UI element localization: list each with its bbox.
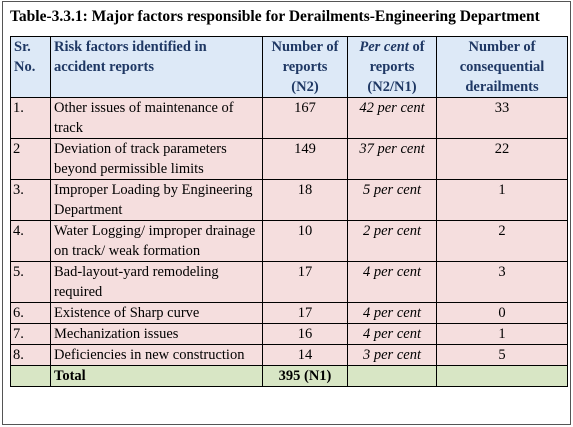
table-row: 1. Other issues of maintenance of track … <box>10 97 568 139</box>
row-per-cent: 4 per cent <box>347 323 437 345</box>
total-derailments-empty <box>436 365 568 387</box>
row-sr-no: 7. <box>10 323 51 345</box>
row-risk-factor: Bad-layout-yard remodeling required <box>50 261 263 303</box>
total-sr-empty <box>10 365 51 387</box>
row-per-cent: 4 per cent <box>347 261 437 303</box>
row-number-of-reports: 14 <box>262 344 348 366</box>
row-per-cent: 2 per cent <box>347 220 437 262</box>
header-cons-line3: derailments <box>465 79 539 95</box>
table-row: 8. Deficiencies in new construction 14 3… <box>10 344 568 366</box>
row-derailments: 33 <box>436 97 568 139</box>
row-per-cent: 42 per cent <box>347 97 437 139</box>
row-sr-no: 2 <box>10 138 51 180</box>
header-pct-line2: reports <box>369 59 415 75</box>
row-risk-factor: Improper Loading by Engineering Departme… <box>50 179 263 221</box>
header-per-cent-of-reports: Per cent of reports (N2/N1) <box>347 36 437 98</box>
header-pct-rest: of <box>408 39 425 55</box>
header-num-line2: reports <box>282 59 328 75</box>
header-risk-line2: accident reports <box>54 59 154 75</box>
header-consequential-derailments: Number of consequential derailments <box>436 36 568 98</box>
row-number-of-reports: 18 <box>262 179 348 221</box>
header-row: Sr. No. Risk factors identified in accid… <box>10 36 568 98</box>
row-per-cent: 5 per cent <box>347 179 437 221</box>
header-cons-line1: Number of <box>468 39 536 55</box>
row-sr-no: 4. <box>10 220 51 262</box>
row-derailments: 0 <box>436 302 568 324</box>
row-risk-factor: Other issues of maintenance of track <box>50 97 263 139</box>
header-num-line1: Number of <box>271 39 339 55</box>
row-risk-factor: Deficiencies in new construction <box>50 344 263 366</box>
row-per-cent: 37 per cent <box>347 138 437 180</box>
total-label: Total <box>50 365 263 387</box>
header-sr-no: Sr. No. <box>10 36 51 98</box>
row-number-of-reports: 17 <box>262 261 348 303</box>
row-derailments: 1 <box>436 179 568 221</box>
table-title: Table-3.3.1: Major factors responsible f… <box>10 8 540 25</box>
total-row: Total 395 (N1) <box>10 365 568 387</box>
row-derailments: 2 <box>436 220 568 262</box>
header-sr-line2: No. <box>14 59 36 75</box>
header-risk-line1: Risk factors identified in <box>54 39 207 55</box>
row-risk-factor: Existence of Sharp curve <box>50 302 263 324</box>
row-derailments: 3 <box>436 261 568 303</box>
header-pct-line3: (N2/N1) <box>367 79 417 95</box>
table-row: 5. Bad-layout-yard remodeling required 1… <box>10 261 568 303</box>
row-derailments: 5 <box>436 344 568 366</box>
header-number-of-reports: Number of reports (N2) <box>262 36 348 98</box>
row-risk-factor: Deviation of track parameters beyond per… <box>50 138 263 180</box>
row-number-of-reports: 10 <box>262 220 348 262</box>
row-derailments: 1 <box>436 323 568 345</box>
table-row: 2 Deviation of track parameters beyond p… <box>10 138 568 180</box>
header-cons-line2: consequential <box>459 59 545 75</box>
header-sr-line1: Sr. <box>14 39 31 55</box>
row-sr-no: 8. <box>10 344 51 366</box>
derailment-factors-table: Sr. No. Risk factors identified in accid… <box>10 36 568 387</box>
row-number-of-reports: 167 <box>262 97 348 139</box>
table-row: 6. Existence of Sharp curve 17 4 per cen… <box>10 302 568 324</box>
row-derailments: 22 <box>436 138 568 180</box>
table-row: 3. Improper Loading by Engineering Depar… <box>10 179 568 221</box>
total-per-cent-empty <box>347 365 437 387</box>
row-risk-factor: Water Logging/ improper drainage on trac… <box>50 220 263 262</box>
row-per-cent: 4 per cent <box>347 302 437 324</box>
header-pct-italic: Per cent <box>359 39 409 55</box>
table-row: 4. Water Logging/ improper drainage on t… <box>10 220 568 262</box>
row-sr-no: 6. <box>10 302 51 324</box>
row-sr-no: 3. <box>10 179 51 221</box>
row-sr-no: 5. <box>10 261 51 303</box>
row-number-of-reports: 17 <box>262 302 348 324</box>
row-risk-factor: Mechanization issues <box>50 323 263 345</box>
header-num-line3: (N2) <box>291 79 319 95</box>
table-row: 7. Mechanization issues 16 4 per cent 1 <box>10 323 568 345</box>
row-number-of-reports: 16 <box>262 323 348 345</box>
row-number-of-reports: 149 <box>262 138 348 180</box>
row-sr-no: 1. <box>10 97 51 139</box>
total-number-of-reports: 395 (N1) <box>262 365 348 387</box>
row-per-cent: 3 per cent <box>347 344 437 366</box>
header-risk-factors: Risk factors identified in accident repo… <box>50 36 263 98</box>
